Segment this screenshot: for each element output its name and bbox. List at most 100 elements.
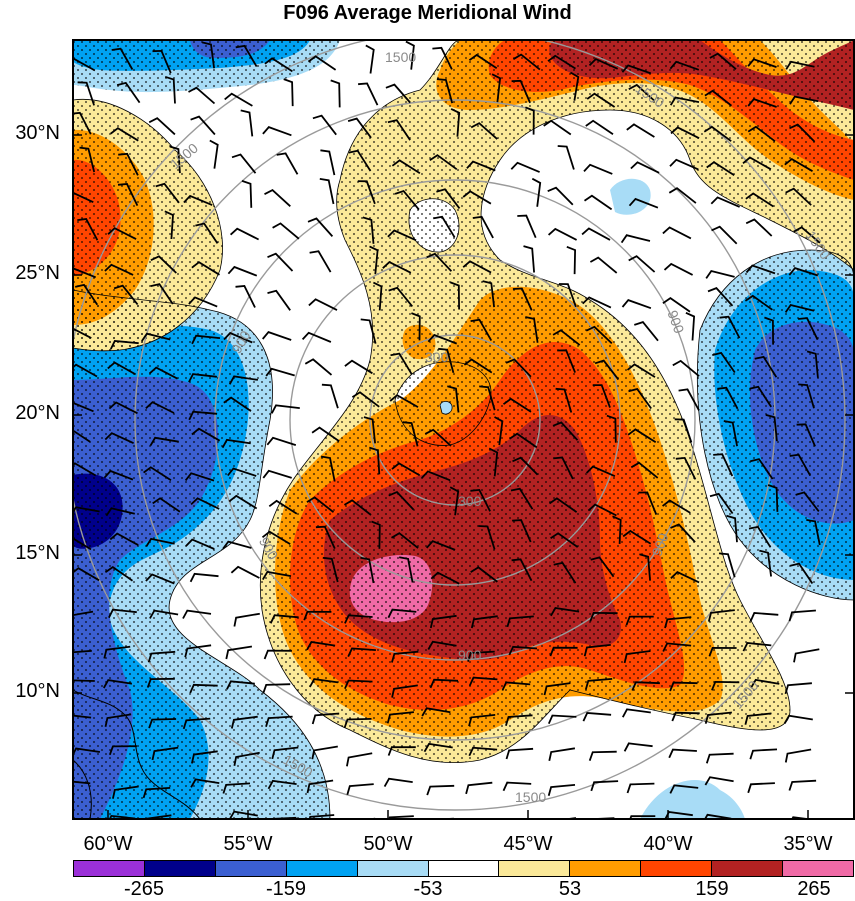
wind-barb: [662, 297, 691, 313]
wind-barb: [639, 553, 651, 581]
wind-barb: [387, 746, 416, 756]
wind-barb: [482, 280, 495, 308]
wind-barb: [668, 187, 697, 204]
wind-barb: [222, 540, 252, 550]
wind-barb: [548, 747, 576, 761]
wind-barb: [628, 255, 656, 273]
wind-barb: [710, 196, 740, 208]
wind-barb: [382, 261, 412, 274]
wind-barb: [151, 746, 179, 761]
wind-barb: [789, 95, 819, 105]
wind-barb: [148, 718, 177, 729]
colorbar-swatch: [357, 861, 429, 876]
wind-barb: [547, 54, 576, 70]
wind-barb: [785, 187, 812, 206]
wind-barb: [582, 296, 612, 309]
wind-barb: [344, 359, 373, 375]
ring-label: 900: [458, 647, 482, 663]
wind-barb: [747, 782, 775, 794]
wind-barb: [108, 814, 136, 819]
wind-barb: [424, 428, 452, 447]
wind-barb: [784, 303, 815, 313]
wind-barb: [669, 96, 700, 106]
wind-barb: [150, 283, 174, 305]
wind-barb: [306, 641, 336, 651]
wind-barb: [427, 333, 458, 345]
wind-barb: [235, 44, 258, 68]
wind-barb: [149, 609, 179, 619]
wind-barb: [81, 818, 92, 819]
wind-barb: [531, 177, 542, 207]
wind-barb: [726, 514, 738, 543]
wind-barb: [436, 188, 461, 209]
wind-barb: [225, 645, 253, 660]
wind-barb: [581, 227, 611, 241]
wind-barb: [73, 679, 95, 682]
wind-barb: [638, 491, 658, 515]
wind-barb: [509, 432, 538, 449]
wind-barb: [548, 497, 578, 513]
range-rings: [73, 40, 846, 811]
wind-barb: [147, 650, 176, 663]
wind-barb: [188, 373, 218, 383]
wind-barb: [108, 745, 137, 756]
wind-barb: [723, 420, 738, 447]
wind-barb: [510, 487, 534, 510]
wind-barb: [322, 556, 339, 583]
wind-barb: [745, 264, 776, 275]
wind-barb: [709, 492, 734, 515]
wind-barb: [240, 109, 254, 137]
wind-barb: [228, 375, 259, 385]
wind-barb: [188, 410, 218, 421]
wind-barb: [627, 428, 657, 444]
wind-barb: [744, 294, 773, 311]
wind-barb: [706, 161, 735, 176]
wind-barb: [344, 614, 373, 624]
wind-barb: [488, 447, 499, 477]
wind-barb: [104, 432, 134, 445]
wind-barb: [371, 520, 381, 549]
wind-barb: [719, 315, 741, 339]
wind-barb: [553, 561, 577, 584]
wind-barb: [806, 350, 819, 378]
wind-barb: [432, 46, 453, 70]
wind-barb: [283, 78, 294, 107]
wind-barb: [788, 779, 817, 791]
wind-barb: [411, 312, 421, 341]
wind-barb: [668, 748, 697, 759]
wind-barb: [320, 455, 336, 482]
colorbar-label: 265: [797, 878, 831, 900]
wind-barb: [107, 361, 137, 376]
wind-barb: [227, 467, 257, 477]
wind-barb: [543, 119, 572, 136]
wind-barb: [749, 385, 772, 408]
wind-barb: [387, 119, 411, 141]
wind-barb: [357, 180, 376, 205]
wind-barb: [152, 497, 181, 513]
wind-barb: [552, 421, 579, 441]
wind-barb: [549, 646, 578, 657]
wind-barb: [511, 558, 533, 582]
wind-barb: [103, 679, 133, 689]
wind-barb: [223, 396, 252, 412]
wind-barb: [631, 681, 660, 691]
wind-barb: [788, 609, 816, 622]
wind-barb: [629, 815, 656, 819]
wind-barb: [625, 615, 654, 626]
wind-barb: [543, 682, 571, 696]
wind-barb: [262, 683, 291, 694]
wind-barb: [512, 519, 532, 543]
wind-barb: [182, 609, 212, 619]
wind-barb: [468, 53, 498, 69]
wind-barb: [623, 742, 653, 752]
wind-barb: [587, 503, 617, 517]
wind-barb: [671, 711, 700, 722]
wind-barb: [523, 245, 535, 273]
wind-barb: [73, 610, 94, 617]
wind-barb: [664, 616, 692, 629]
wind-barb: [77, 81, 95, 106]
wind-barb: [570, 71, 580, 101]
latitude-label: 20°N: [15, 402, 60, 424]
wind-barb: [191, 750, 218, 764]
